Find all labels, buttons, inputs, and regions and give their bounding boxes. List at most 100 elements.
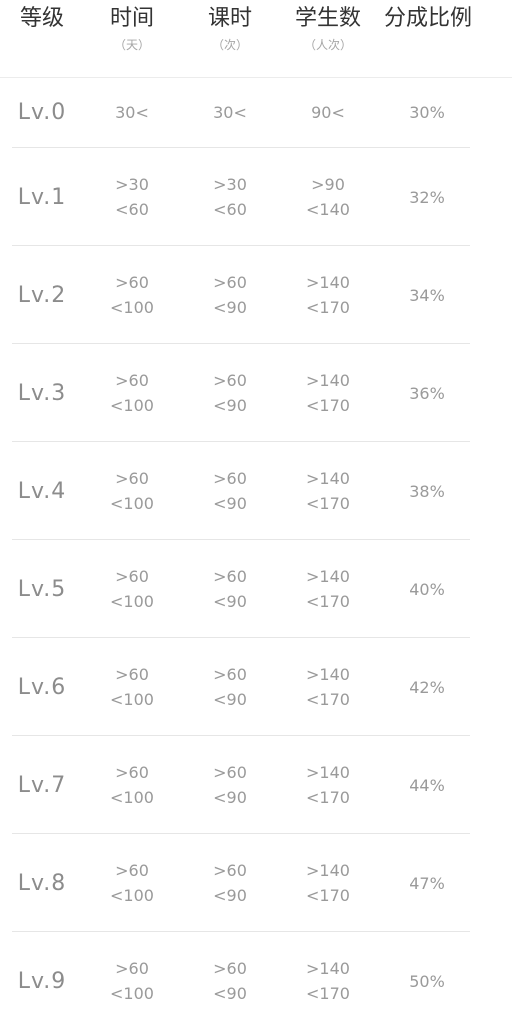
lessons-range: >60 <90 (190, 442, 270, 540)
lessons-range: >60 <90 (190, 736, 270, 834)
students-range-upper: <170 (306, 984, 350, 1003)
level-label: Lv.7 (17, 772, 67, 798)
ratio-value: 40% (409, 579, 445, 599)
header-lessons-unit: （次） (211, 38, 248, 52)
lessons-range-lower: >60 (213, 763, 247, 782)
table-row: Lv.7 >60 <100 >60 <90 >140 <170 44% (0, 736, 512, 834)
lessons-range-lower: >60 (213, 371, 247, 390)
level-label: Lv.1 (17, 184, 67, 210)
students-range: >140 <170 (287, 344, 369, 442)
lessons-range-upper: <90 (213, 788, 247, 807)
students-range-upper: <170 (306, 298, 350, 317)
students-range: 90< (287, 77, 369, 148)
students-range-lower: 90< (311, 103, 345, 122)
level-label: Lv.8 (17, 870, 67, 896)
time-range: >60 <100 (92, 638, 172, 736)
level-label: Lv.0 (17, 100, 67, 125)
row-divider (12, 539, 470, 540)
time-range: >30 <60 (92, 148, 172, 246)
lessons-range: >60 <90 (190, 932, 270, 1030)
time-range: >60 <100 (92, 246, 172, 344)
students-range-upper: <170 (306, 788, 350, 807)
time-range-lower: >60 (115, 273, 149, 292)
header-ratio-label: 分成比例 (383, 6, 472, 31)
level-label: Lv.5 (17, 576, 67, 602)
header-time-unit: （天） (113, 38, 150, 52)
header-students: 学生数 （人次） (287, 0, 369, 52)
lessons-range-lower: >60 (213, 665, 247, 684)
students-range: >140 <170 (287, 246, 369, 344)
time-range: >60 <100 (92, 344, 172, 442)
table-row: Lv.9 >60 <100 >60 <90 >140 <170 50% (0, 932, 512, 1030)
table-row: Lv.6 >60 <100 >60 <90 >140 <170 42% (0, 638, 512, 736)
ratio-value: 38% (409, 481, 445, 501)
row-divider (12, 441, 470, 442)
lessons-range-lower: >60 (213, 567, 247, 586)
lessons-range: >60 <90 (190, 246, 270, 344)
students-range-upper: <170 (306, 494, 350, 513)
lessons-range-upper: <90 (213, 886, 247, 905)
students-range: >140 <170 (287, 932, 369, 1030)
students-range-lower: >140 (306, 861, 350, 880)
time-range: >60 <100 (92, 442, 172, 540)
ratio-value: 42% (409, 677, 445, 697)
time-range: >60 <100 (92, 736, 172, 834)
table-row: Lv.4 >60 <100 >60 <90 >140 <170 38% (0, 442, 512, 540)
students-range-upper: <170 (306, 690, 350, 709)
students-range: >140 <170 (287, 442, 369, 540)
time-range-lower: >60 (115, 861, 149, 880)
lessons-range: >30 <60 (190, 148, 270, 246)
lessons-range: >60 <90 (190, 834, 270, 932)
row-divider (12, 245, 470, 246)
level-table-body: Lv.0 30< 30< 90< 30% Lv.1 >30 <60 >30 <60 >90 <140 3… (0, 77, 512, 1030)
lessons-range-upper: <90 (213, 494, 247, 513)
row-divider (12, 833, 470, 834)
header-lessons: 课时 （次） (190, 0, 270, 52)
header-time: 时间 （天） (92, 0, 172, 52)
ratio-value: 34% (409, 285, 445, 305)
header-level-label: 等级 (19, 6, 64, 31)
students-range-lower: >140 (306, 665, 350, 684)
students-range-lower: >140 (306, 371, 350, 390)
header-students-unit: （人次） (303, 38, 352, 52)
ratio-value: 36% (409, 383, 445, 403)
lessons-range-lower: >60 (213, 469, 247, 488)
ratio-value: 47% (409, 873, 445, 893)
ratio-value: 50% (409, 971, 445, 991)
time-range-upper: <100 (110, 788, 154, 807)
time-range-lower: >60 (115, 567, 149, 586)
time-range-lower: >60 (115, 959, 149, 978)
row-divider (12, 343, 470, 344)
students-range-lower: >140 (306, 469, 350, 488)
lessons-range-upper: <90 (213, 298, 247, 317)
header-students-label: 学生数 (294, 6, 361, 31)
time-range-upper: <100 (110, 984, 154, 1003)
table-row: Lv.8 >60 <100 >60 <90 >140 <170 47% (0, 834, 512, 932)
level-label: Lv.2 (17, 282, 67, 308)
students-range: >140 <170 (287, 540, 369, 638)
students-range-lower: >140 (306, 567, 350, 586)
lessons-range-lower: >60 (213, 959, 247, 978)
ratio-value: 44% (409, 775, 445, 795)
lessons-range-upper: <90 (213, 690, 247, 709)
lessons-range-lower: 30< (213, 103, 247, 122)
row-divider (12, 147, 470, 148)
students-range: >140 <170 (287, 638, 369, 736)
lessons-range-upper: <90 (213, 984, 247, 1003)
time-range: >60 <100 (92, 834, 172, 932)
time-range-lower: >60 (115, 665, 149, 684)
header-time-label: 时间 (109, 6, 154, 31)
header-ratio: 分成比例 (376, 0, 480, 32)
time-range-upper: <100 (110, 592, 154, 611)
lessons-range: >60 <90 (190, 540, 270, 638)
table-header: 等级 时间 （天） 课时 （次） 学生数 （人次） 分成比例 (0, 0, 512, 78)
students-range: >90 <140 (287, 148, 369, 246)
students-range-upper: <170 (306, 592, 350, 611)
ratio-value: 32% (409, 187, 445, 207)
students-range-upper: <140 (306, 200, 350, 219)
time-range-upper: <60 (115, 200, 149, 219)
level-label: Lv.3 (17, 380, 67, 406)
table-row: Lv.2 >60 <100 >60 <90 >140 <170 34% (0, 246, 512, 344)
students-range-upper: <170 (306, 886, 350, 905)
students-range-lower: >90 (311, 175, 345, 194)
